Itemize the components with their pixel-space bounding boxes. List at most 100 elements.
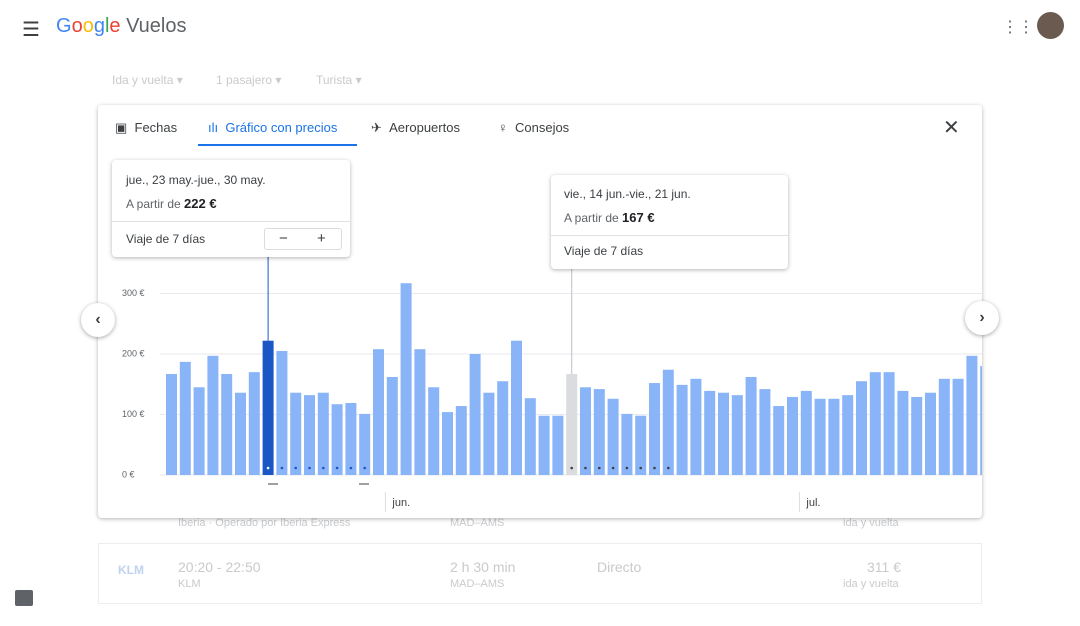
bar [925, 392, 936, 475]
bar [580, 387, 591, 475]
bar [373, 349, 384, 475]
tab[interactable]: ▣ Fechas [115, 120, 178, 135]
trip-dot [363, 466, 367, 470]
tab[interactable]: ✈ Aeropuertos [371, 120, 460, 135]
y-tick-label: 100 € [122, 409, 145, 419]
bar [290, 392, 302, 475]
bar [235, 392, 246, 475]
tab-label: Aeropuertos [389, 120, 460, 135]
bar [621, 413, 633, 475]
trip-dot [570, 466, 573, 470]
bar [331, 404, 343, 475]
bar [966, 355, 978, 475]
bar [856, 381, 867, 475]
tooltip: vie., 14 jun.-vie., 21 jun. A partir de … [551, 175, 788, 269]
result-row[interactable] [98, 543, 982, 604]
tab-label: Consejos [514, 120, 570, 135]
bar [635, 415, 647, 475]
logo[interactable]: Google Vuelos [56, 15, 187, 38]
airline: KLM [178, 578, 201, 590]
bar [718, 392, 729, 475]
bar [952, 378, 964, 475]
duration: 2 h 30 min [450, 559, 516, 575]
filter-text: 1 pasajero [216, 73, 273, 87]
stops: Directo [597, 559, 642, 575]
trip-dot [349, 466, 353, 470]
tab-indicator [198, 144, 357, 146]
bar [980, 366, 982, 475]
feedback-icon[interactable] [15, 590, 33, 606]
trip-dot [653, 466, 656, 470]
apps-icon[interactable]: ⋮⋮ [1002, 19, 1034, 36]
tooltip-price: A partir de 222 € [126, 196, 217, 211]
bar [938, 378, 950, 475]
next-button[interactable]: › [965, 301, 999, 335]
trip-dot [639, 466, 642, 470]
plus[interactable]: + [317, 230, 326, 247]
menu-icon[interactable]: ☰ [22, 19, 40, 41]
stepper: − + [264, 228, 342, 250]
bar [593, 389, 605, 475]
trip-length: Viaje de 7 días [126, 232, 206, 246]
filter[interactable]: Turista ▾ [316, 73, 362, 87]
trip-dot [611, 466, 615, 470]
logo-text: Google [56, 15, 121, 37]
filter-text: Ida y vuelta [112, 73, 174, 87]
trip-length: Viaje de 7 días [564, 244, 644, 258]
filter[interactable]: Ida y vuelta ▾ [112, 73, 183, 87]
trip-dot [308, 466, 311, 470]
prev-button[interactable]: ‹ [81, 303, 115, 337]
bar [690, 378, 702, 475]
bar [483, 392, 495, 475]
prefix: A partir de [564, 211, 619, 225]
month-label: jul. [805, 497, 820, 509]
price: 222 € [184, 196, 217, 211]
trip-dot [667, 466, 670, 470]
price: 167 € [622, 210, 655, 225]
filter[interactable]: 1 pasajero ▾ [216, 73, 282, 87]
avatar[interactable] [1037, 12, 1064, 39]
bar [524, 398, 536, 475]
minus[interactable]: − [279, 230, 288, 247]
bar [221, 373, 233, 475]
bar [538, 415, 550, 475]
bar [897, 390, 909, 475]
bar [883, 372, 895, 475]
bar [662, 369, 674, 475]
plot [160, 283, 982, 476]
bar [455, 406, 467, 475]
fare: ida y vuelta [843, 517, 899, 529]
bar [386, 376, 398, 475]
bar [814, 398, 826, 475]
bar [745, 376, 757, 475]
bar [649, 383, 660, 475]
bar [759, 389, 771, 475]
tab[interactable]: ♀ Consejos [498, 120, 570, 135]
trip-dot [625, 466, 629, 470]
y-tick-label: 300 € [122, 288, 145, 298]
bar [497, 381, 509, 475]
month-label: jun. [391, 497, 410, 509]
bar [704, 390, 716, 475]
bar [787, 396, 798, 475]
bar [442, 412, 453, 475]
bar [731, 395, 743, 475]
filter-text: Turista [316, 73, 353, 87]
bar [511, 340, 522, 475]
bar [828, 398, 840, 475]
tab-label: Gráfico con precios [225, 120, 338, 135]
trip-dot [322, 466, 325, 470]
close[interactable]: ✕ [943, 117, 960, 139]
bar [345, 403, 357, 475]
trip-dot [266, 466, 270, 470]
tab-active[interactable]: ılı Gráfico con precios [208, 120, 338, 135]
bar [676, 384, 688, 475]
bar [552, 415, 564, 475]
product: Vuelos [126, 15, 187, 37]
y-tick-label: 200 € [122, 348, 145, 358]
bar [869, 372, 881, 475]
prefix: A partir de [126, 197, 181, 211]
tooltip: jue., 23 may.-jue., 30 may. A partir de … [112, 160, 350, 257]
bar [276, 350, 288, 475]
